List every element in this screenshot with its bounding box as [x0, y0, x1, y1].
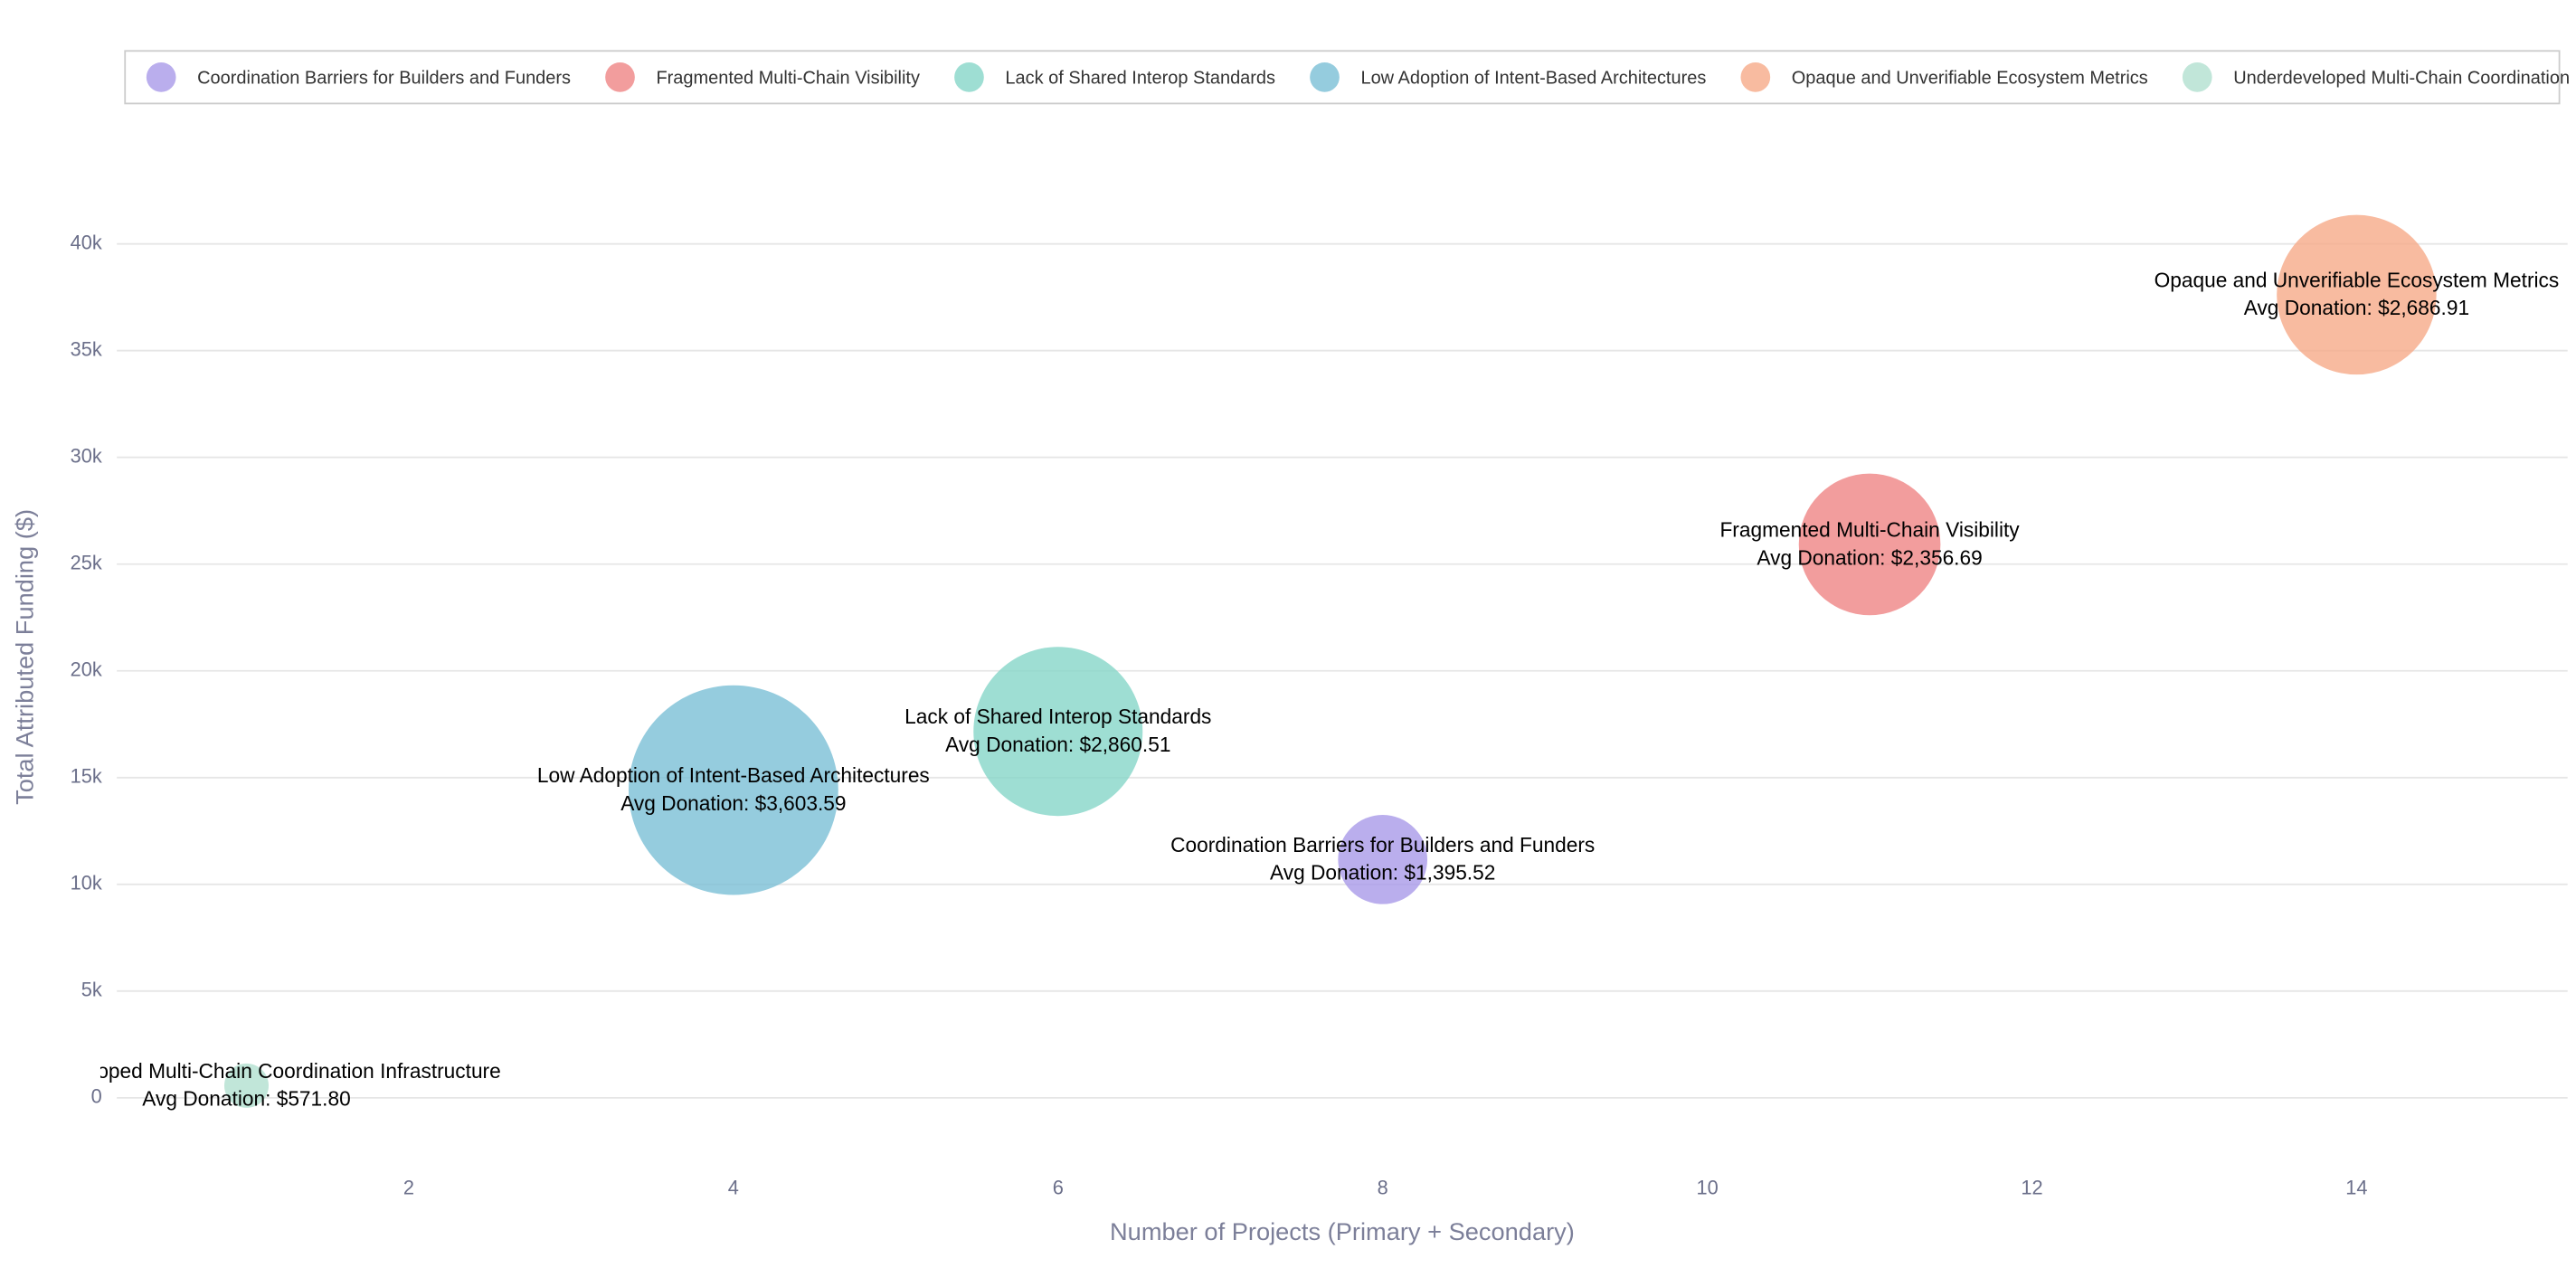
x-tick-label: 2 [403, 1177, 414, 1199]
bubble [2277, 214, 2437, 375]
y-tick-label: 0 [91, 1085, 102, 1108]
bubble-name-label: Coordination Barriers for Builders and F… [1170, 833, 1595, 856]
y-tick-label: 10k [71, 872, 102, 894]
plot-area [223, 214, 2437, 1108]
legend-marker [605, 62, 635, 92]
legend-box [124, 50, 2561, 105]
bubble [628, 685, 838, 895]
x-tick-label: 4 [728, 1177, 739, 1199]
bubble-name-label: Fragmented Multi-Chain Visibility [1719, 517, 2020, 541]
x-axis-title: Number of Projects (Primary + Secondary) [1110, 1217, 1575, 1245]
y-axis-title: Total Attributed Funding ($) [10, 509, 38, 805]
legend-label: Opaque and Unverifiable Ecosystem Metric… [1792, 68, 2148, 88]
bubble-value-label: Avg Donation: $3,603.59 [620, 791, 846, 815]
bubble-value-label: Avg Donation: $571.80 [142, 1087, 350, 1111]
x-tick-label: 6 [1053, 1177, 1064, 1199]
legend-marker [954, 62, 984, 92]
bubble-value-label: Avg Donation: $1,395.52 [1270, 861, 1495, 885]
x-tick-label: 8 [1378, 1177, 1388, 1199]
legend-label: Underdeveloped Multi-Chain Coordination … [2233, 68, 2576, 88]
legend-marker [1740, 62, 1771, 92]
y-tick-label: 40k [71, 231, 102, 253]
legend-label: Fragmented Multi-Chain Visibility [656, 68, 920, 88]
legend-label: Low Adoption of Intent-Based Architectur… [1360, 68, 1706, 88]
bubble [1798, 473, 1941, 616]
y-tick-label: 30k [71, 444, 102, 467]
bubble-value-label: Avg Donation: $2,686.91 [2244, 296, 2469, 319]
legend-label: Lack of Shared Interop Standards [1005, 68, 1275, 88]
legend-marker [2182, 62, 2212, 92]
y-tick-label: 25k [71, 551, 102, 573]
y-tick-label: 20k [71, 658, 102, 681]
legend: Coordination Barriers for Builders and F… [146, 62, 2576, 92]
bubble-name-label: Opaque and Unverifiable Ecosystem Metric… [2155, 268, 2560, 291]
bubble [973, 647, 1143, 817]
x-tick-label: 12 [2021, 1177, 2042, 1199]
y-tick-label: 5k [81, 979, 102, 1001]
bubble-name-label: Lack of Shared Interop Standards [904, 705, 1211, 728]
bubble-value-label: Avg Donation: $2,356.69 [1757, 545, 1982, 569]
legend-marker [146, 62, 176, 92]
bubble-value-label: Avg Donation: $2,860.51 [945, 733, 1170, 756]
bubble [1338, 815, 1428, 904]
x-tick-label: 10 [1696, 1177, 1718, 1199]
bubble-name-label: Underdeveloped Multi-Chain Coordination … [0, 1059, 501, 1083]
legend-marker [1310, 62, 1340, 92]
y-tick-label: 15k [71, 765, 102, 788]
x-tick-label: 14 [2345, 1177, 2367, 1199]
y-tick-label: 35k [71, 337, 102, 360]
legend-label: Coordination Barriers for Builders and F… [197, 68, 571, 88]
data-labels: Coordination Barriers for Builders and F… [0, 268, 2560, 1111]
grid: 0 5k 10k 15k 20k 25k 30k 35k 40k 2 4 6 8 10 12 14 [71, 231, 2568, 1199]
bubble [223, 1063, 269, 1108]
bubble-name-label: Low Adoption of Intent-Based Architectur… [537, 763, 930, 787]
